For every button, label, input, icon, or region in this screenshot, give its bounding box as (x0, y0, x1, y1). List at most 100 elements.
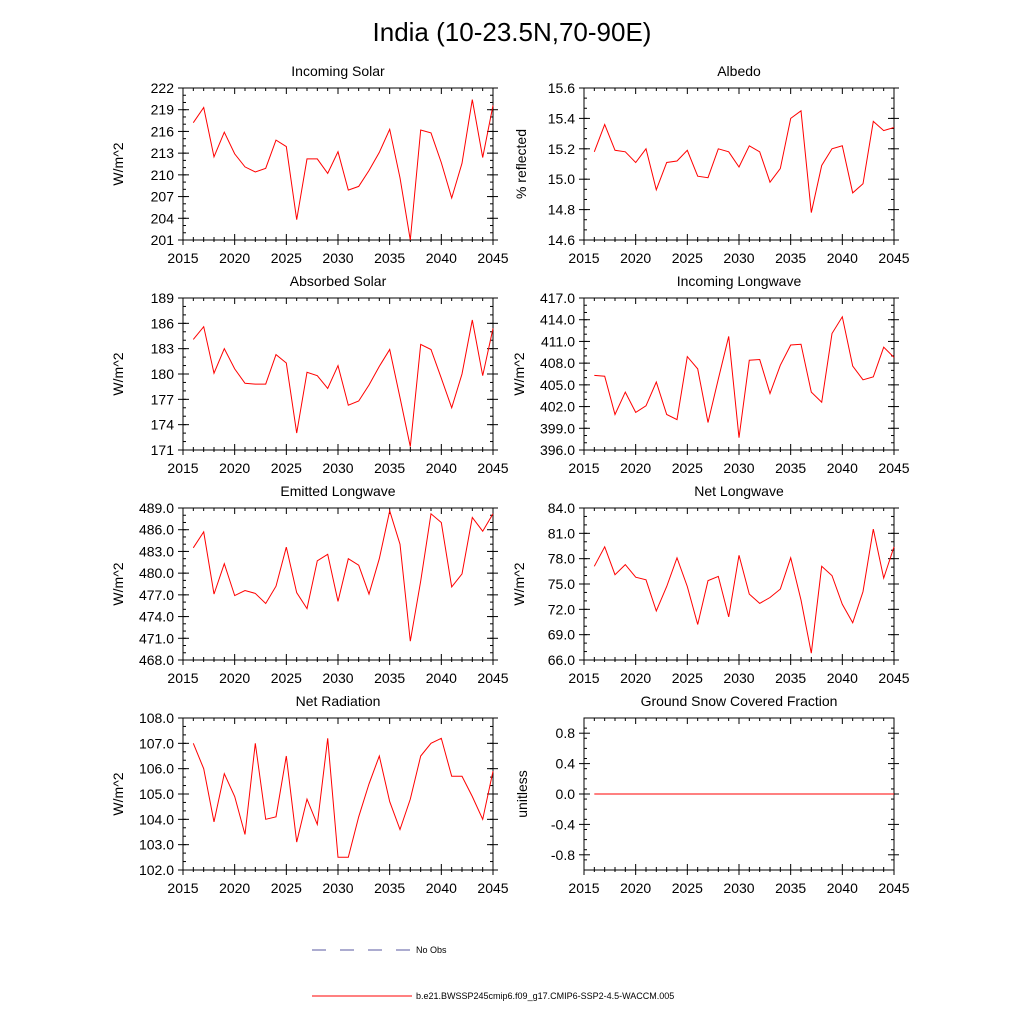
x-tick-label: 2030 (723, 670, 754, 686)
y-tick-label: 15.0 (548, 171, 575, 187)
x-tick-label: 2015 (568, 460, 599, 476)
x-tick-label: 2045 (477, 670, 508, 686)
y-tick-label: 399.0 (540, 420, 575, 436)
y-tick-label: 414.0 (540, 312, 575, 328)
panels: Incoming Solar 2015 2020 2025 2030 2035 2040 20… (110, 63, 910, 896)
y-tick-label: 477.0 (139, 587, 174, 603)
y-tick-label: 78.0 (548, 551, 575, 567)
legend-model-label: b.e21.BWSSP245cmip6.f09_g17.CMIP6-SSP2-4… (416, 991, 674, 1001)
x-tick-label: 2020 (620, 460, 651, 476)
x-tick-label: 2020 (219, 670, 250, 686)
y-tick-label: 15.6 (548, 80, 575, 96)
x-tick-label: 2035 (775, 670, 806, 686)
panel-6: Net Radiation 2015 2020 2025 2030 2035 2040 204… (110, 693, 509, 896)
x-tick-label: 2035 (374, 250, 405, 266)
panel-2: Absorbed Solar 2015 2020 2025 2030 2035 2040 20… (110, 273, 509, 476)
y-tick-label: 106.0 (139, 761, 174, 777)
x-tick-label: 2035 (775, 880, 806, 896)
series-line (594, 315, 895, 438)
series-line (192, 319, 494, 447)
y-axis-label: % reflected (513, 129, 529, 199)
x-tick-label: 2040 (426, 670, 457, 686)
y-tick-label: 411.0 (541, 333, 575, 349)
plot-frame (182, 297, 494, 451)
panel-title: Ground Snow Covered Fraction (641, 693, 838, 709)
x-tick-label: 2045 (878, 670, 909, 686)
y-tick-label: 207 (151, 189, 175, 205)
x-tick-label: 2015 (568, 670, 599, 686)
x-tick-label: 2040 (827, 880, 858, 896)
y-tick-label: 396.0 (540, 442, 575, 458)
y-axis-label: unitless (514, 770, 530, 817)
y-tick-label: 189 (151, 290, 175, 306)
series-line (593, 528, 895, 654)
y-tick-label: 14.6 (548, 232, 575, 248)
panel-title: Emitted Longwave (280, 483, 395, 499)
panel-1: Albedo 2015 2020 2025 2030 2035 2040 2045 14.6 14… (513, 63, 910, 266)
y-tick-label: 105.0 (139, 786, 174, 802)
y-tick-label: 219 (151, 102, 175, 118)
panel-title: Albedo (717, 63, 761, 79)
y-axis-label: W/m^2 (511, 562, 527, 605)
y-tick-label: 171 (151, 442, 175, 458)
y-tick-label: 14.8 (548, 202, 575, 218)
y-axis-label: W/m^2 (511, 352, 527, 395)
x-tick-label: 2040 (827, 460, 858, 476)
x-tick-label: 2030 (723, 880, 754, 896)
x-tick-label: 2015 (568, 880, 599, 896)
x-tick-label: 2040 (426, 460, 457, 476)
x-tick-label: 2045 (878, 880, 909, 896)
y-tick-label: 483.0 (139, 543, 174, 559)
legend: No Obs b.e21.BWSSP245cmip6.f09_g17.CMIP6… (312, 945, 674, 1001)
y-tick-label: 69.0 (548, 627, 575, 643)
x-tick-label: 2020 (219, 460, 250, 476)
legend-obs-label: No Obs (416, 945, 447, 955)
y-axis-label: W/m^2 (110, 562, 126, 605)
x-tick-label: 2020 (219, 250, 250, 266)
panel-0: Incoming Solar 2015 2020 2025 2030 2035 2040 20… (110, 63, 509, 266)
y-tick-label: 180 (151, 366, 175, 382)
x-tick-label: 2020 (620, 670, 651, 686)
x-tick-label: 2045 (878, 250, 909, 266)
page-title: India (10-23.5N,70-90E) (373, 17, 652, 47)
x-tick-label: 2030 (322, 670, 353, 686)
x-tick-label: 2015 (568, 250, 599, 266)
y-tick-label: 201 (151, 232, 175, 248)
x-tick-label: 2020 (620, 880, 651, 896)
plot-frame (583, 87, 895, 241)
y-axis-label: W/m^2 (110, 352, 126, 395)
y-tick-label: 103.0 (139, 837, 174, 853)
y-tick-label: 0.4 (556, 756, 576, 772)
x-tick-label: 2045 (477, 460, 508, 476)
plot-frame (182, 87, 494, 241)
y-tick-label: 102.0 (139, 862, 174, 878)
x-tick-label: 2040 (827, 670, 858, 686)
x-tick-label: 2025 (672, 670, 703, 686)
panel-title: Net Radiation (296, 693, 381, 709)
x-tick-label: 2045 (878, 460, 909, 476)
series-line (192, 508, 494, 642)
y-axis-label: W/m^2 (110, 772, 126, 815)
y-tick-label: 0.8 (556, 725, 576, 741)
x-tick-label: 2015 (167, 250, 198, 266)
y-tick-label: 405.0 (540, 377, 575, 393)
y-tick-label: 81.0 (548, 525, 575, 541)
y-tick-label: 72.0 (548, 601, 575, 617)
x-tick-label: 2025 (271, 460, 302, 476)
y-tick-label: 0.0 (556, 786, 576, 802)
x-tick-label: 2040 (426, 880, 457, 896)
plot-frame (182, 717, 494, 871)
y-tick-label: -0.4 (551, 816, 575, 832)
panel-5: Net Longwave 2015 2020 2025 2030 2035 2040 2045… (511, 483, 910, 686)
x-tick-label: 2040 (827, 250, 858, 266)
y-tick-label: 107.0 (139, 735, 174, 751)
plot-frame (583, 297, 895, 451)
y-tick-label: 15.4 (548, 110, 575, 126)
x-tick-label: 2025 (271, 880, 302, 896)
y-tick-label: 486.0 (139, 522, 174, 538)
x-tick-label: 2020 (620, 250, 651, 266)
x-tick-label: 2020 (219, 880, 250, 896)
y-tick-label: 222 (151, 80, 175, 96)
y-tick-label: 104.0 (139, 811, 174, 827)
